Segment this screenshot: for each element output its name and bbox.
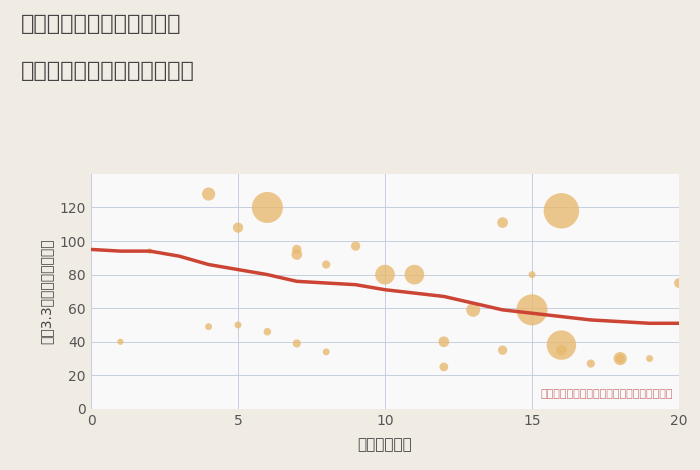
Point [438,363,449,371]
Point [468,306,479,313]
Point [615,355,626,362]
Text: 駅距離別中古マンション価格: 駅距離別中古マンション価格 [21,61,195,81]
Point [262,328,273,336]
Point [644,355,655,362]
Point [262,204,273,211]
Point [291,340,302,347]
Point [673,279,685,287]
Point [291,251,302,258]
Point [350,243,361,250]
Point [526,271,538,278]
Point [556,341,567,349]
Point [115,338,126,345]
Point [321,261,332,268]
Point [232,321,244,329]
Point [556,346,567,354]
Y-axis label: 坪（3.3㎡）単価（万円）: 坪（3.3㎡）単価（万円） [39,239,53,344]
Point [144,247,155,255]
Point [497,219,508,227]
X-axis label: 駅距離（分）: 駅距離（分） [358,437,412,452]
Point [203,323,214,330]
Point [585,360,596,368]
Point [615,355,626,362]
Point [379,271,391,278]
Point [321,348,332,356]
Point [203,190,214,198]
Point [497,346,508,354]
Point [556,207,567,215]
Point [291,246,302,253]
Point [409,271,420,278]
Text: 円の大きさは、取引のあった物件面積を示す: 円の大きさは、取引のあった物件面積を示す [540,390,673,400]
Point [438,338,449,345]
Text: 奈良県奈良市北半田西町の: 奈良県奈良市北半田西町の [21,14,181,34]
Point [526,306,538,313]
Point [232,224,244,231]
